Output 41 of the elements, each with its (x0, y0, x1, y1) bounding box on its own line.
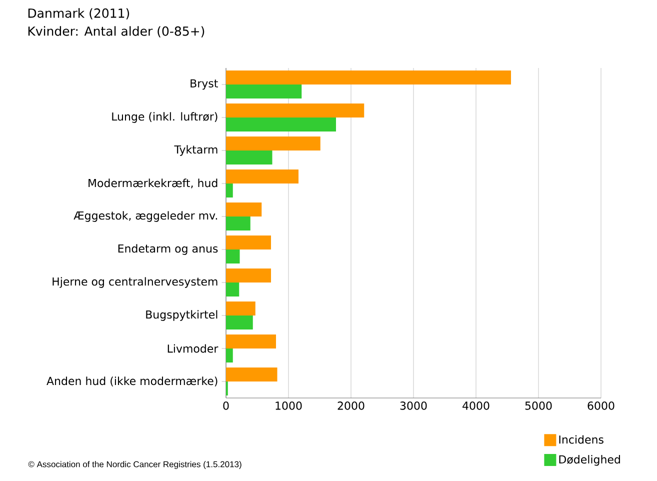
bar (226, 301, 256, 316)
y-tick-label: Tyktarm (174, 145, 218, 156)
bar (226, 348, 233, 362)
text: Danmark (2011) (28, 8, 130, 20)
x-tick-label: 3000 (400, 402, 427, 410)
bar (226, 84, 302, 98)
text: Kvinder: Antal alder (0-85+) (28, 26, 204, 38)
bar (226, 268, 271, 282)
text: © Association of the Nordic Cancer Registries (1.5.2013) (28, 461, 242, 469)
bar (226, 367, 278, 382)
bar (226, 150, 272, 164)
y-tick-label: Hjerne og centralnervesystem (52, 277, 218, 288)
bar (226, 216, 250, 230)
x-tick-label: 4000 (462, 402, 490, 410)
x-tick-label: 5000 (525, 402, 552, 410)
bar (226, 202, 262, 216)
bar (226, 117, 336, 132)
bar (226, 249, 240, 264)
y-tick-label: Æggestok, æggeleder mv. (74, 211, 218, 222)
x-tick-label: 1000 (276, 402, 302, 410)
y-tick-label: Bryst (190, 79, 218, 90)
y-tick-label: Bugspytkirtel (146, 310, 218, 321)
bar (226, 235, 271, 250)
x-tick-label: 6000 (588, 402, 614, 410)
bar (226, 136, 320, 150)
bar (226, 315, 253, 330)
y-tick-label: Anden hud (ikke modermærke) (46, 376, 218, 386)
bar (226, 103, 364, 118)
bar (226, 183, 233, 198)
legend-label: Dødelighed (559, 455, 620, 466)
x-tick-label: 2000 (338, 402, 364, 410)
y-tick-label: Endetarm og anus (118, 244, 218, 255)
bar (226, 169, 298, 184)
bar (226, 70, 511, 84)
bar (226, 334, 276, 348)
y-tick-label: Modermærkekræft, hud (88, 178, 218, 188)
legend-label: Incidens (559, 435, 604, 444)
y-tick-label: Lunge (inkl. luftrør) (112, 112, 218, 123)
x-tick-label: 0 (223, 402, 229, 410)
y-tick-label: Livmoder (168, 344, 218, 353)
bar (226, 282, 240, 296)
